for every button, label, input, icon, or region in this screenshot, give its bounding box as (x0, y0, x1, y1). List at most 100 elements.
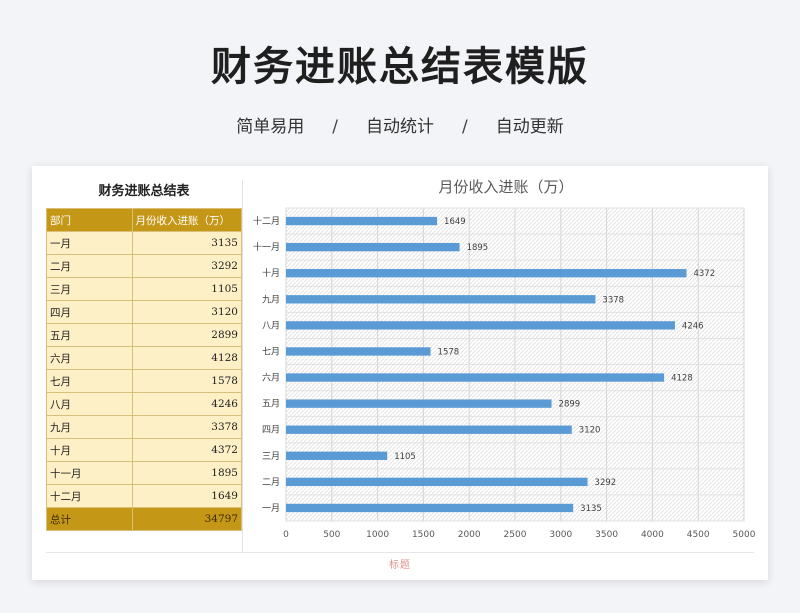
bar (286, 347, 431, 356)
bar (286, 321, 675, 330)
table-row: 十二月 1649 (46, 484, 242, 508)
table-title: 财务进账总结表 (98, 184, 190, 199)
data-label: 3135 (580, 504, 602, 514)
bar (286, 425, 572, 434)
footer-divider (46, 552, 754, 553)
table-row: 十一月 1895 (46, 461, 242, 485)
table-row: 八月 4246 (46, 392, 242, 416)
income-cell[interactable]: 3135 (131, 231, 242, 255)
month-cell[interactable]: 五月 (46, 323, 133, 347)
chart-title: 月份收入进账（万） (438, 178, 574, 196)
x-tick-label: 4000 (641, 530, 664, 540)
income-chart: 月份收入进账（万） 0 500 1000 1500 2000 2500 3000 3500 40… (244, 166, 768, 551)
x-tick-label: 3000 (549, 530, 572, 540)
income-cell[interactable]: 4246 (131, 392, 242, 416)
bar (286, 399, 552, 408)
month-cell[interactable]: 十月 (46, 438, 133, 462)
income-cell[interactable]: 4372 (131, 438, 242, 462)
bar (286, 503, 574, 513)
bar (286, 451, 388, 460)
y-tick-label: 十月 (262, 267, 280, 279)
income-cell[interactable]: 3120 (131, 300, 242, 324)
data-label: 4372 (693, 269, 715, 279)
income-cell[interactable]: 2899 (131, 323, 242, 347)
income-cell[interactable]: 1105 (131, 277, 242, 301)
y-tick-label: 五月 (262, 399, 280, 410)
total-label[interactable]: 总计 (46, 507, 133, 531)
data-label: 3292 (595, 478, 617, 488)
data-label: 3120 (579, 426, 601, 436)
x-tick-label: 1500 (412, 530, 435, 540)
x-tick-label: 2000 (458, 530, 481, 540)
x-tick-label: 3500 (595, 530, 618, 540)
income-cell[interactable]: 3292 (131, 254, 242, 278)
table-body: 一月 3135 二月 3292 三月 1105 四月 3120 五月 2899 六月 4128 七月 15… (46, 231, 242, 508)
y-tick-label: 十一月 (253, 241, 280, 253)
y-tick-label: 二月 (262, 477, 280, 488)
data-label: 1105 (394, 452, 416, 462)
x-tick-label: 5000 (733, 530, 756, 540)
month-cell[interactable]: 三月 (46, 277, 133, 301)
month-cell[interactable]: 九月 (46, 415, 133, 439)
sheet-card: 财务进账总结表 部门 月份收入进账（万） 一月 3135 二月 3292 三月 1105 四… (32, 166, 768, 580)
x-tick-label: 1000 (366, 530, 389, 540)
y-tick-label: 一月 (262, 503, 280, 514)
subtitle-item-auto-stat: 自动统计 (366, 117, 434, 137)
header-income[interactable]: 月份收入进账（万） (131, 208, 242, 232)
x-tick-label: 500 (323, 530, 340, 540)
data-label: 1649 (444, 217, 466, 227)
month-cell[interactable]: 十一月 (46, 461, 133, 485)
subtitle-item-auto-update: 自动更新 (495, 117, 564, 137)
month-cell[interactable]: 七月 (46, 369, 133, 393)
data-label: 3378 (602, 295, 624, 305)
table-row: 四月 3120 (46, 300, 242, 324)
data-label: 4246 (682, 321, 704, 331)
bar (286, 295, 596, 304)
x-tick-label: 0 (283, 530, 289, 540)
subtitle: 简单易用 / 自动统计 / 自动更新 (0, 112, 800, 137)
bar-chart-svg: 0 500 1000 1500 2000 2500 3000 3500 4000 4500 5000… (253, 207, 756, 540)
table-row: 一月 3135 (46, 231, 242, 255)
x-tick-label: 4500 (687, 530, 710, 540)
data-label: 1578 (438, 347, 460, 357)
data-label: 4128 (671, 374, 693, 384)
subtitle-separator: / (462, 117, 468, 137)
y-tick-label: 八月 (262, 320, 280, 331)
subtitle-item-easy: 简单易用 (236, 117, 305, 137)
month-cell[interactable]: 四月 (46, 300, 133, 324)
page-title: 财务进账总结表模版 (211, 44, 589, 90)
bar (286, 373, 665, 382)
bar (286, 269, 687, 278)
table-total-row: 总计 34797 (46, 507, 242, 531)
income-table: 部门 月份收入进账（万） 一月 3135 二月 3292 三月 1105 四月 3120 五月 2… (46, 208, 242, 531)
y-tick-label: 九月 (262, 294, 280, 305)
data-label: 1895 (467, 243, 489, 253)
table-row: 二月 3292 (46, 254, 242, 278)
month-cell[interactable]: 六月 (46, 346, 133, 370)
table-row: 三月 1105 (46, 277, 242, 301)
table-row: 十月 4372 (46, 438, 242, 462)
table-row: 五月 2899 (46, 323, 242, 347)
income-cell[interactable]: 1649 (131, 484, 242, 508)
month-cell[interactable]: 一月 (46, 231, 133, 255)
y-tick-label: 四月 (262, 425, 280, 436)
income-cell[interactable]: 1895 (131, 461, 242, 485)
subtitle-separator: / (332, 117, 338, 137)
bar (286, 216, 438, 226)
footer-logo: 标题 (389, 560, 411, 571)
total-value[interactable]: 34797 (131, 507, 242, 531)
divider (242, 180, 243, 552)
table-row: 六月 4128 (46, 346, 242, 370)
data-label: 2899 (559, 400, 581, 410)
income-cell[interactable]: 1578 (131, 369, 242, 393)
income-cell[interactable]: 4128 (131, 346, 242, 370)
header-department[interactable]: 部门 (46, 208, 133, 232)
y-tick-label: 七月 (262, 346, 280, 357)
bar (286, 242, 460, 252)
x-tick-label: 2500 (504, 530, 527, 540)
month-cell[interactable]: 八月 (46, 392, 133, 416)
month-cell[interactable]: 二月 (46, 254, 133, 278)
table-row: 七月 1578 (46, 369, 242, 393)
month-cell[interactable]: 十二月 (46, 484, 133, 508)
income-cell[interactable]: 3378 (131, 415, 242, 439)
